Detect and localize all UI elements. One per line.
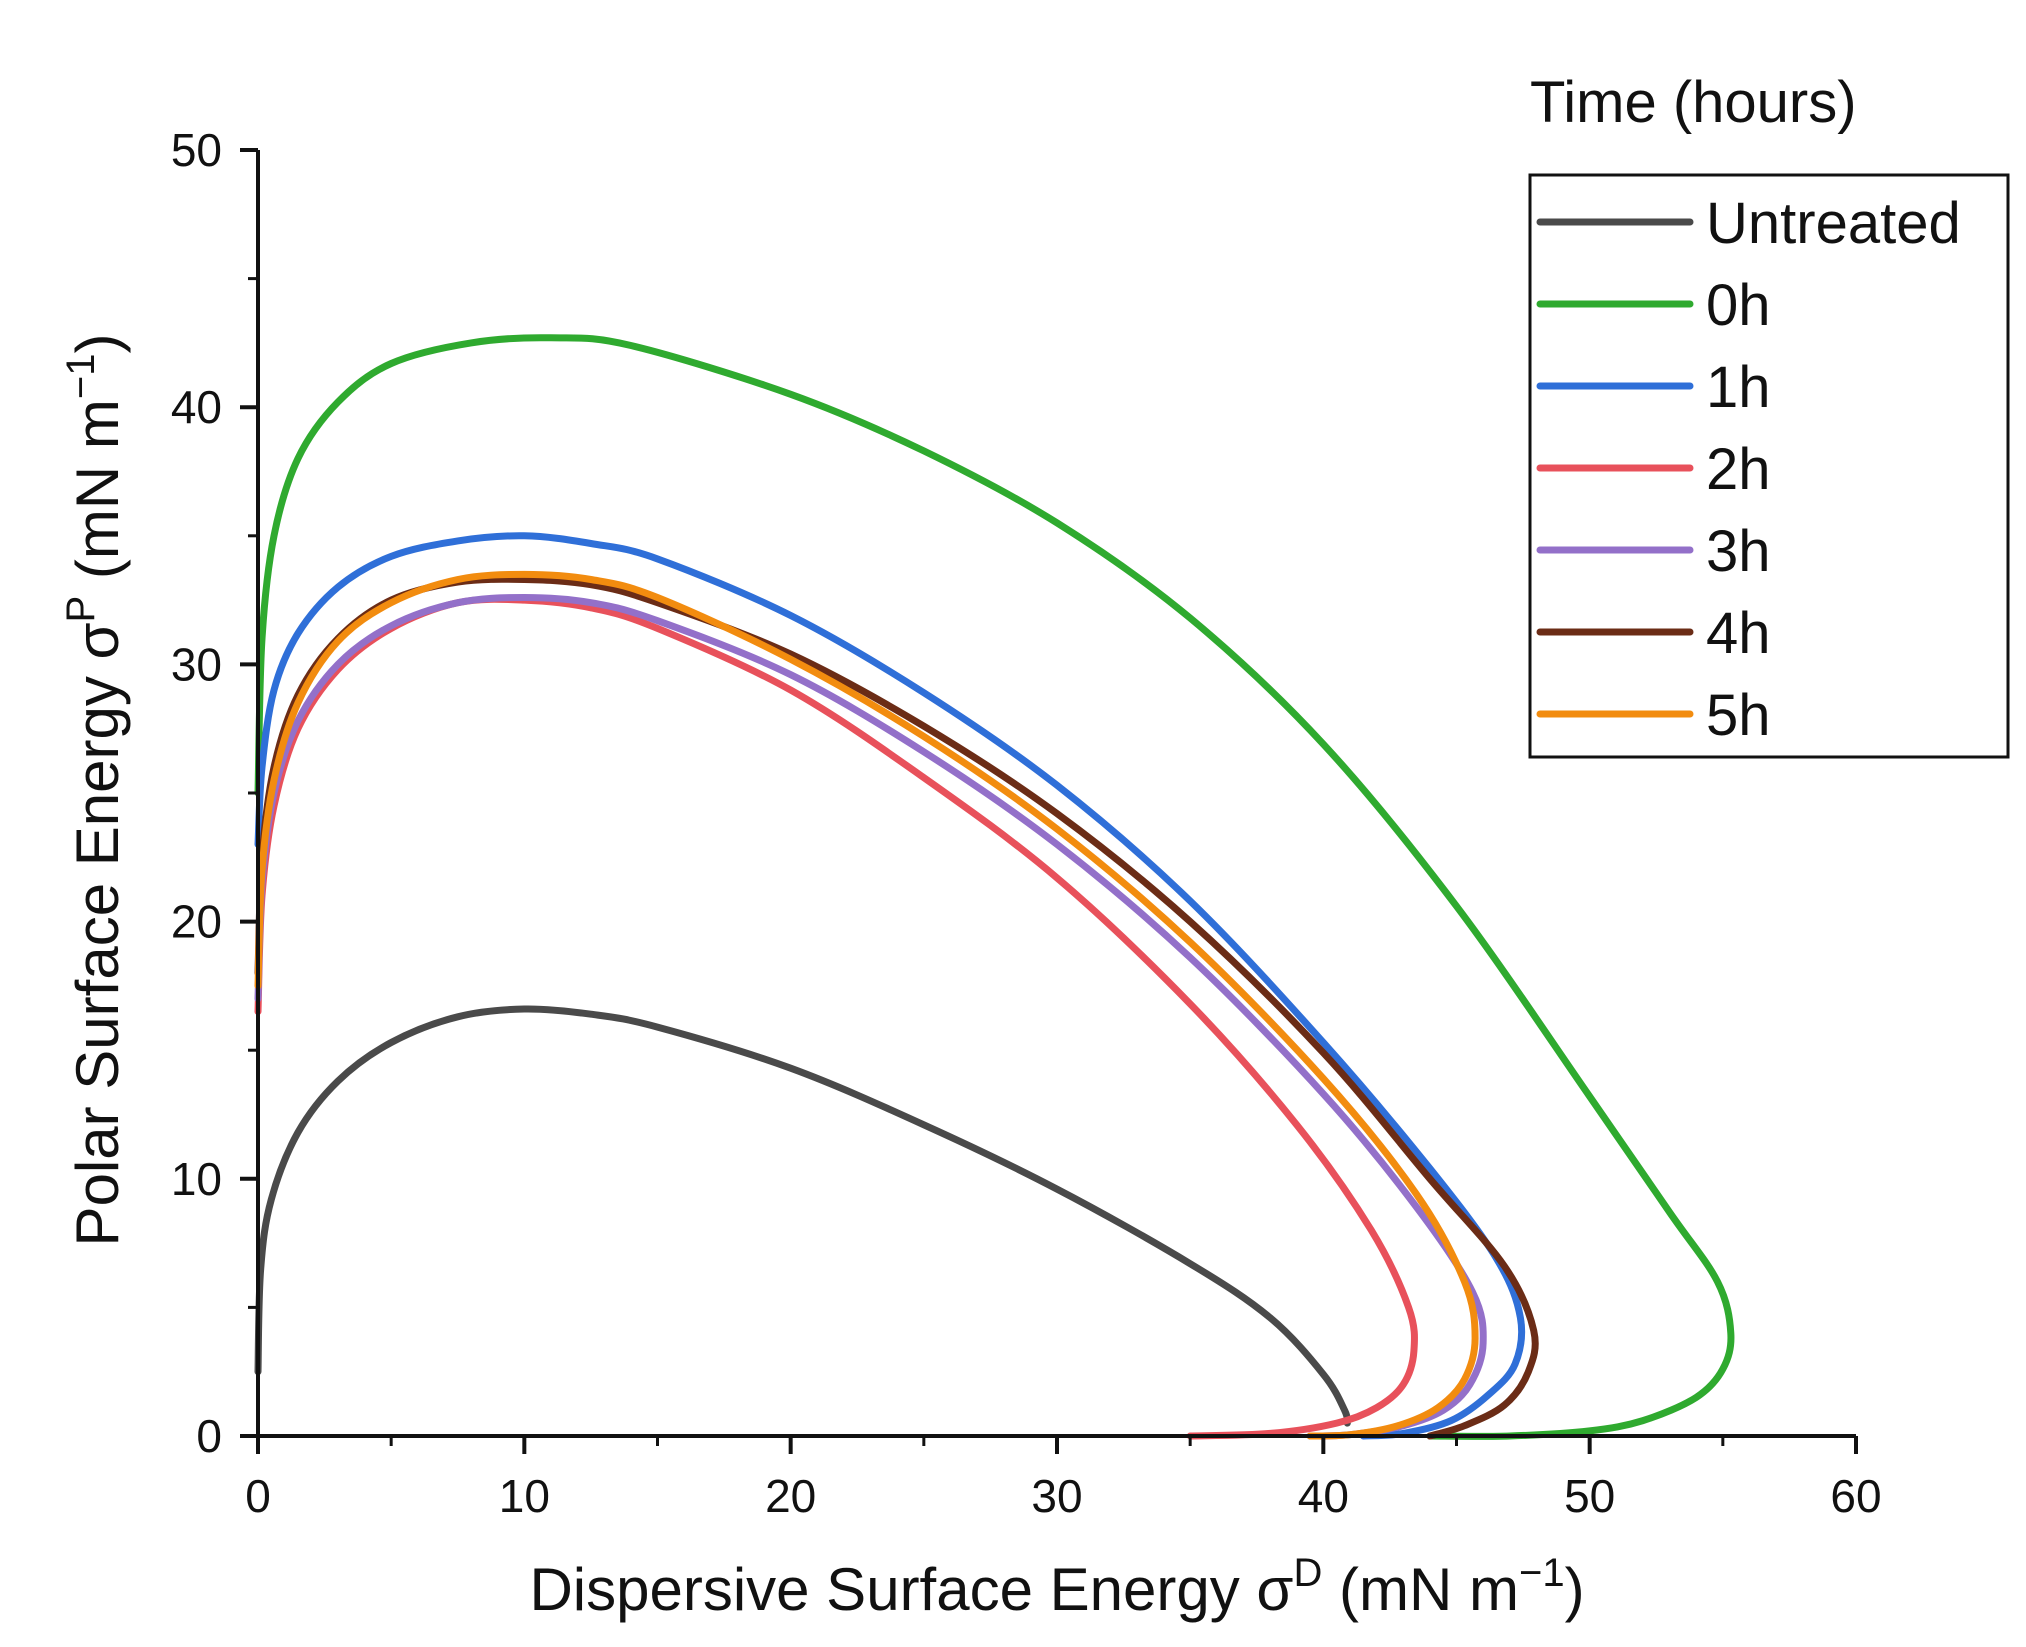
series-line-3h — [254, 594, 1487, 1440]
y-axis-title: Polar Surface Energy σP (mN m−1) — [59, 334, 131, 1247]
x-axis-title-main: Dispersive Surface Energy σ — [529, 1556, 1293, 1623]
x-tick-label-60: 60 — [1830, 1470, 1881, 1522]
series-line-1h — [254, 532, 1526, 1440]
x-axis-title: Dispersive Surface Energy σD (mN m−1) — [529, 1551, 1584, 1623]
legend-label-4h: 4h — [1706, 601, 1771, 666]
y-ticks: 0 10 20 30 40 50 — [171, 124, 258, 1462]
y-axis-title-units: (mN m — [64, 399, 131, 596]
y-tick-label-20: 20 — [171, 896, 222, 948]
x-tick-label-30: 30 — [1031, 1470, 1082, 1522]
series-line-0h — [254, 334, 1735, 1440]
x-ticks: 0 10 20 30 40 50 60 — [245, 1436, 1882, 1522]
series-line-2h — [254, 595, 1418, 1440]
x-tick-label-50: 50 — [1564, 1470, 1615, 1522]
y-tick-label-40: 40 — [171, 381, 222, 433]
x-tick-label-10: 10 — [499, 1470, 550, 1522]
x-axis-title-close: ) — [1565, 1556, 1585, 1623]
legend-label-5h: 5h — [1706, 683, 1771, 748]
series-line-5h — [254, 570, 1479, 1440]
x-axis-title-units-exp: −1 — [1519, 1551, 1565, 1595]
x-tick-label-0: 0 — [245, 1470, 271, 1522]
legend-label-untreated: Untreated — [1706, 191, 1961, 256]
legend-label-1h: 1h — [1706, 355, 1771, 420]
legend-label-0h: 0h — [1706, 273, 1771, 338]
x-tick-label-40: 40 — [1298, 1470, 1349, 1522]
legend-title: Time (hours) — [1530, 70, 1857, 135]
series-line-untreated — [254, 1005, 1351, 1427]
y-tick-label-0: 0 — [196, 1410, 222, 1462]
legend-label-3h: 3h — [1706, 519, 1771, 584]
plot-curves — [254, 334, 1735, 1440]
y-tick-label-10: 10 — [171, 1153, 222, 1205]
legend: Time (hours) Untreated 0h 1h 2h 3h 4h 5h — [1528, 70, 2010, 759]
y-tick-label-50: 50 — [171, 124, 222, 176]
y-axis-title-close: ) — [64, 334, 131, 354]
y-axis-title-main: Polar Surface Energy σ — [64, 622, 131, 1246]
legend-label-2h: 2h — [1706, 437, 1771, 502]
y-tick-label-30: 30 — [171, 638, 222, 690]
y-axis-title-units-exp: −1 — [59, 354, 103, 400]
x-tick-label-20: 20 — [765, 1470, 816, 1522]
x-axis-title-sup: D — [1293, 1551, 1322, 1595]
legend-items: Untreated 0h 1h 2h 3h 4h 5h — [1536, 191, 1961, 748]
x-axis-title-units: (mN m — [1322, 1556, 1519, 1623]
y-axis-title-sup: P — [59, 596, 103, 623]
series-line-4h — [254, 575, 1539, 1440]
axes: 0 10 20 30 40 50 60 0 10 20 30 40 50 — [171, 124, 1882, 1522]
